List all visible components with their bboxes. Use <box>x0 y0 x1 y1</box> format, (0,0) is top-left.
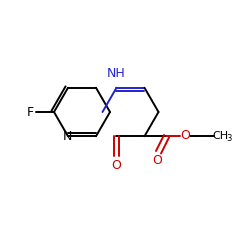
Text: CH: CH <box>212 131 228 141</box>
Text: F: F <box>26 106 34 118</box>
Text: N: N <box>62 130 72 143</box>
Text: O: O <box>180 129 190 142</box>
Text: O: O <box>112 159 122 172</box>
Text: NH: NH <box>107 67 126 80</box>
Text: O: O <box>152 154 162 167</box>
Text: 3: 3 <box>226 134 231 143</box>
